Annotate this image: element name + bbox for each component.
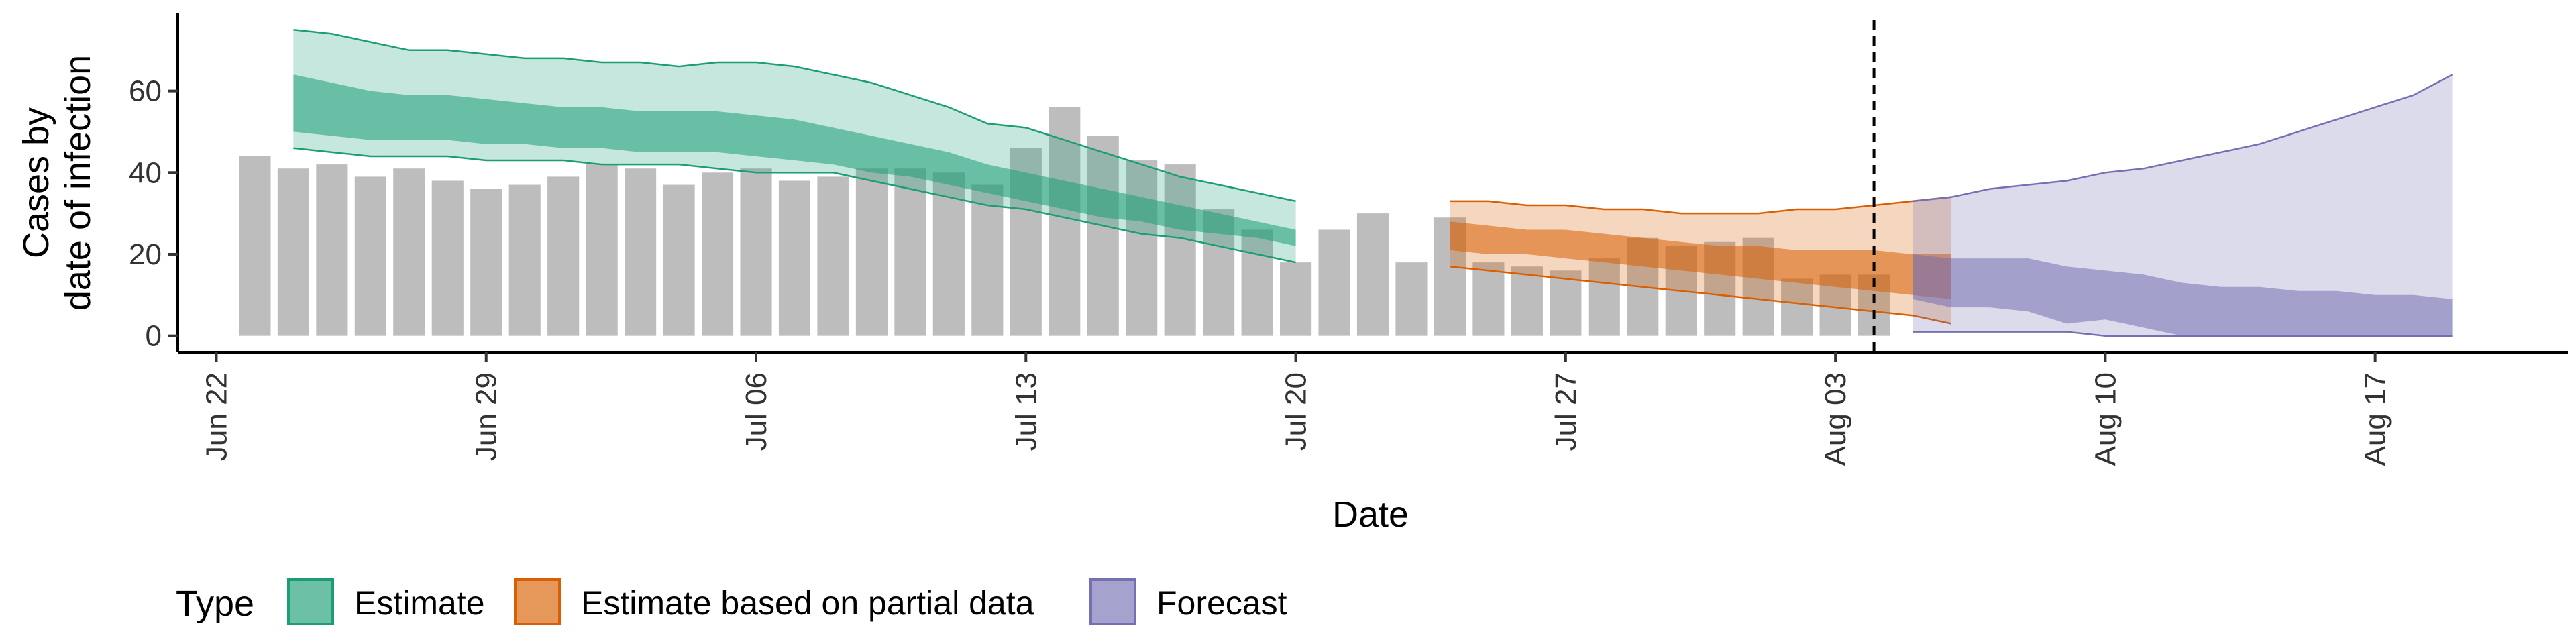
partial-upper-line: [1450, 196, 1951, 215]
y-tick-label-2: 40: [129, 156, 162, 189]
legend-label-partial: Estimate based on partial data: [581, 584, 1034, 622]
bar-19: [971, 184, 1004, 336]
partial-inner-band: [1450, 221, 1951, 299]
bar-32: [1472, 262, 1505, 336]
legend-title: Type: [176, 584, 254, 624]
bar-15: [817, 176, 849, 336]
y-axis-ticks: 0 20 40 60: [129, 75, 178, 353]
bar-0: [239, 156, 271, 336]
x-axis-ticks: Jun 22 Jun 29 Jul 06 Jul 13 Jul 20 Jul 27 Aug …: [200, 352, 2392, 466]
y-axis-title-line-1: Cases by: [16, 107, 56, 258]
bar-27: [1280, 262, 1312, 336]
bar-33: [1511, 266, 1543, 336]
estimate-lower-line: [293, 147, 1296, 264]
bar-24: [1164, 164, 1196, 336]
axes: [176, 13, 2568, 354]
bar-5: [431, 180, 464, 336]
bar-34: [1550, 270, 1582, 336]
estimate-inner-band: [293, 74, 1296, 246]
bar-7: [508, 184, 541, 336]
bar-8: [547, 176, 580, 336]
y-axis-title-line-2: date of infection: [58, 55, 98, 311]
legend-key-estimate: [287, 578, 334, 625]
bar-11: [663, 184, 695, 336]
bar-12: [701, 172, 734, 336]
forecast-upper-line: [1912, 74, 2453, 203]
bar-30: [1395, 262, 1428, 336]
legend-label-forecast: Forecast: [1157, 584, 1287, 622]
bar-4: [393, 168, 425, 336]
bar-2: [316, 164, 348, 336]
bar-14: [778, 180, 811, 336]
bar-17: [894, 168, 926, 336]
bar-40: [1781, 278, 1813, 336]
x-tick-label-3: Jul 13: [1010, 372, 1042, 451]
x-tick-label-6: Aug 03: [1819, 372, 1852, 466]
bar-22: [1087, 136, 1119, 336]
partial-lower-line: [1450, 265, 1951, 325]
bar-21: [1049, 107, 1081, 336]
x-tick-label-1: Jun 29: [470, 372, 503, 461]
x-tick-label-5: Jul 27: [1550, 372, 1582, 451]
y-tick-label-1: 20: [129, 238, 162, 271]
x-tick-label-4: Jul 20: [1280, 372, 1313, 451]
legend-key-partial: [514, 578, 561, 625]
forecast-lower-line: [1913, 331, 2453, 337]
bar-35: [1588, 258, 1620, 336]
bar-26: [1241, 229, 1273, 336]
legend-key-forecast: [1089, 578, 1136, 625]
bar-29: [1356, 213, 1389, 336]
y-tick-label-3: 60: [129, 75, 162, 108]
bar-1: [277, 168, 309, 336]
bar-13: [740, 168, 772, 336]
bar-16: [855, 168, 888, 336]
bar-9: [586, 164, 618, 336]
legend: Type Estimate Estimate based on partial …: [176, 578, 1287, 625]
estimate-bands: [293, 29, 2453, 337]
bar-23: [1126, 160, 1158, 336]
x-tick-label-0: Jun 22: [200, 372, 233, 461]
bar-28: [1318, 229, 1350, 336]
x-tick-label-2: Jul 06: [740, 372, 773, 451]
x-tick-label-8: Aug 17: [2359, 372, 2392, 466]
legend-label-estimate: Estimate: [354, 584, 485, 622]
x-axis-title: Date: [1332, 494, 1409, 535]
bar-6: [470, 189, 502, 336]
bar-10: [625, 168, 657, 336]
x-tick-label-7: Aug 10: [2089, 372, 2122, 466]
forecast-inner-band: [1913, 254, 2453, 336]
estimate-upper-line: [293, 29, 1296, 203]
bar-3: [354, 176, 386, 336]
y-tick-label-0: 0: [146, 320, 162, 353]
